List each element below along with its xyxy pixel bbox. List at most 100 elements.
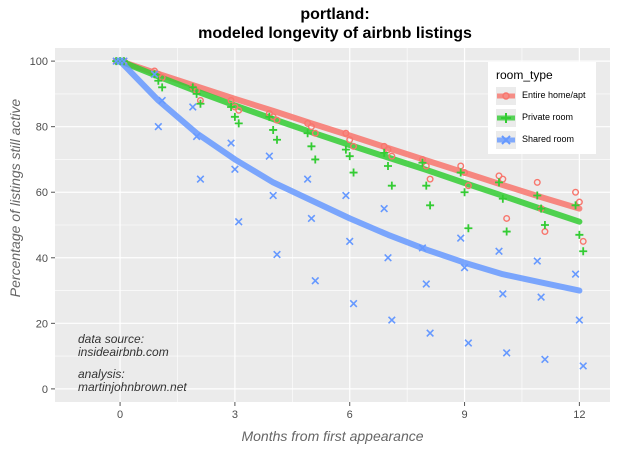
point-private [230, 112, 239, 121]
legend-key-shared [496, 131, 516, 149]
point-shared [234, 217, 243, 226]
point-shared [498, 289, 507, 298]
point-private [495, 178, 503, 187]
point-private [158, 83, 167, 92]
point-shared [227, 139, 235, 147]
x-tick-label: 9 [461, 409, 467, 421]
data-points [112, 57, 588, 370]
point-shared [349, 299, 358, 308]
point-private [456, 168, 465, 177]
point-private [311, 155, 320, 164]
point-shared [571, 270, 580, 279]
point-private [502, 227, 511, 236]
point-shared [303, 175, 312, 183]
point-entire [311, 129, 319, 137]
point-private [384, 162, 392, 170]
x-tick-label: 12 [573, 409, 585, 421]
point-private [464, 224, 473, 233]
point-shared [422, 280, 431, 288]
chart-title: portland: [300, 6, 370, 23]
point-private [303, 129, 312, 138]
point-shared [418, 244, 427, 252]
point-private [265, 112, 274, 121]
legend-label-shared: Shared room [522, 134, 575, 144]
point-shared [502, 348, 511, 357]
point-shared [273, 250, 281, 259]
y-tick-label: 100 [30, 56, 48, 68]
point-entire [235, 106, 243, 114]
point-private [387, 181, 396, 190]
point-private [196, 99, 205, 108]
legend-key-private [496, 109, 516, 127]
point-private [349, 168, 358, 177]
x-tick-label: 6 [347, 409, 353, 421]
legend-label-private: Private room [522, 112, 574, 122]
legend-title: room_type [496, 68, 553, 82]
point-shared [120, 57, 128, 65]
point-shared [464, 339, 473, 347]
point-shared [265, 152, 274, 161]
point-private [418, 158, 427, 167]
point-shared [150, 70, 159, 79]
y-tick-label: 60 [36, 187, 48, 199]
legend-item-entire: Entire home/apt [488, 86, 596, 106]
point-shared [579, 362, 588, 370]
point-shared [575, 316, 584, 324]
fit-line-entire [117, 58, 583, 212]
point-entire [579, 237, 587, 245]
point-private [426, 201, 435, 210]
legend-key-entire [496, 87, 516, 105]
point-private [460, 188, 469, 197]
y-axis-label: Percentage of listings still active [7, 98, 23, 298]
point-shared [380, 204, 389, 213]
y-tick-label: 20 [36, 318, 48, 330]
point-private [227, 103, 236, 111]
axis-ticks: 0 3 6 9 12 0 20 40 60 80 100 [30, 56, 586, 421]
point-shared [541, 355, 549, 364]
legend-label-entire: Entire home/apt [522, 90, 586, 100]
point-shared [384, 253, 392, 262]
data-source-label: data source: [78, 332, 145, 346]
point-private [234, 119, 243, 128]
point-private [273, 135, 281, 144]
point-shared [533, 257, 542, 265]
point-shared [387, 316, 396, 324]
point-entire [388, 152, 396, 160]
point-entire [307, 123, 315, 131]
point-entire [273, 116, 281, 124]
chart-subtitle: modeled longevity of airbnb listings [198, 25, 472, 42]
legend-item-shared: Shared room [488, 130, 596, 150]
analysis-value: martinjohnbrown.net [78, 380, 187, 394]
point-private [192, 89, 201, 98]
point-entire [350, 142, 358, 150]
point-private [540, 221, 549, 229]
point-entire [464, 182, 472, 190]
point-private [307, 142, 316, 151]
point-private [380, 148, 389, 157]
point-private [579, 247, 588, 256]
data-source-value: insideairbnb.com [78, 345, 169, 359]
point-shared [342, 191, 350, 200]
point-private [341, 145, 350, 154]
fit-line-shared [117, 58, 583, 294]
point-shared [231, 165, 239, 174]
point-shared [456, 234, 465, 242]
x-tick-label: 3 [232, 409, 238, 421]
point-shared [188, 103, 197, 111]
y-tick-label: 40 [36, 253, 48, 265]
point-entire [426, 175, 434, 183]
point-private [498, 194, 507, 203]
point-shared [154, 122, 163, 131]
point-shared [345, 237, 354, 246]
point-private [575, 230, 584, 239]
point-entire [342, 129, 350, 137]
point-private [533, 191, 542, 200]
legend-item-private: Private room [488, 108, 596, 128]
x-tick-label: 0 [117, 409, 123, 421]
point-shared [307, 214, 316, 223]
point-shared [269, 191, 278, 200]
point-private [422, 181, 431, 190]
legend: room_type Entire home/apt Private room S… [488, 62, 596, 154]
point-private [154, 76, 163, 85]
point-shared [426, 329, 434, 338]
